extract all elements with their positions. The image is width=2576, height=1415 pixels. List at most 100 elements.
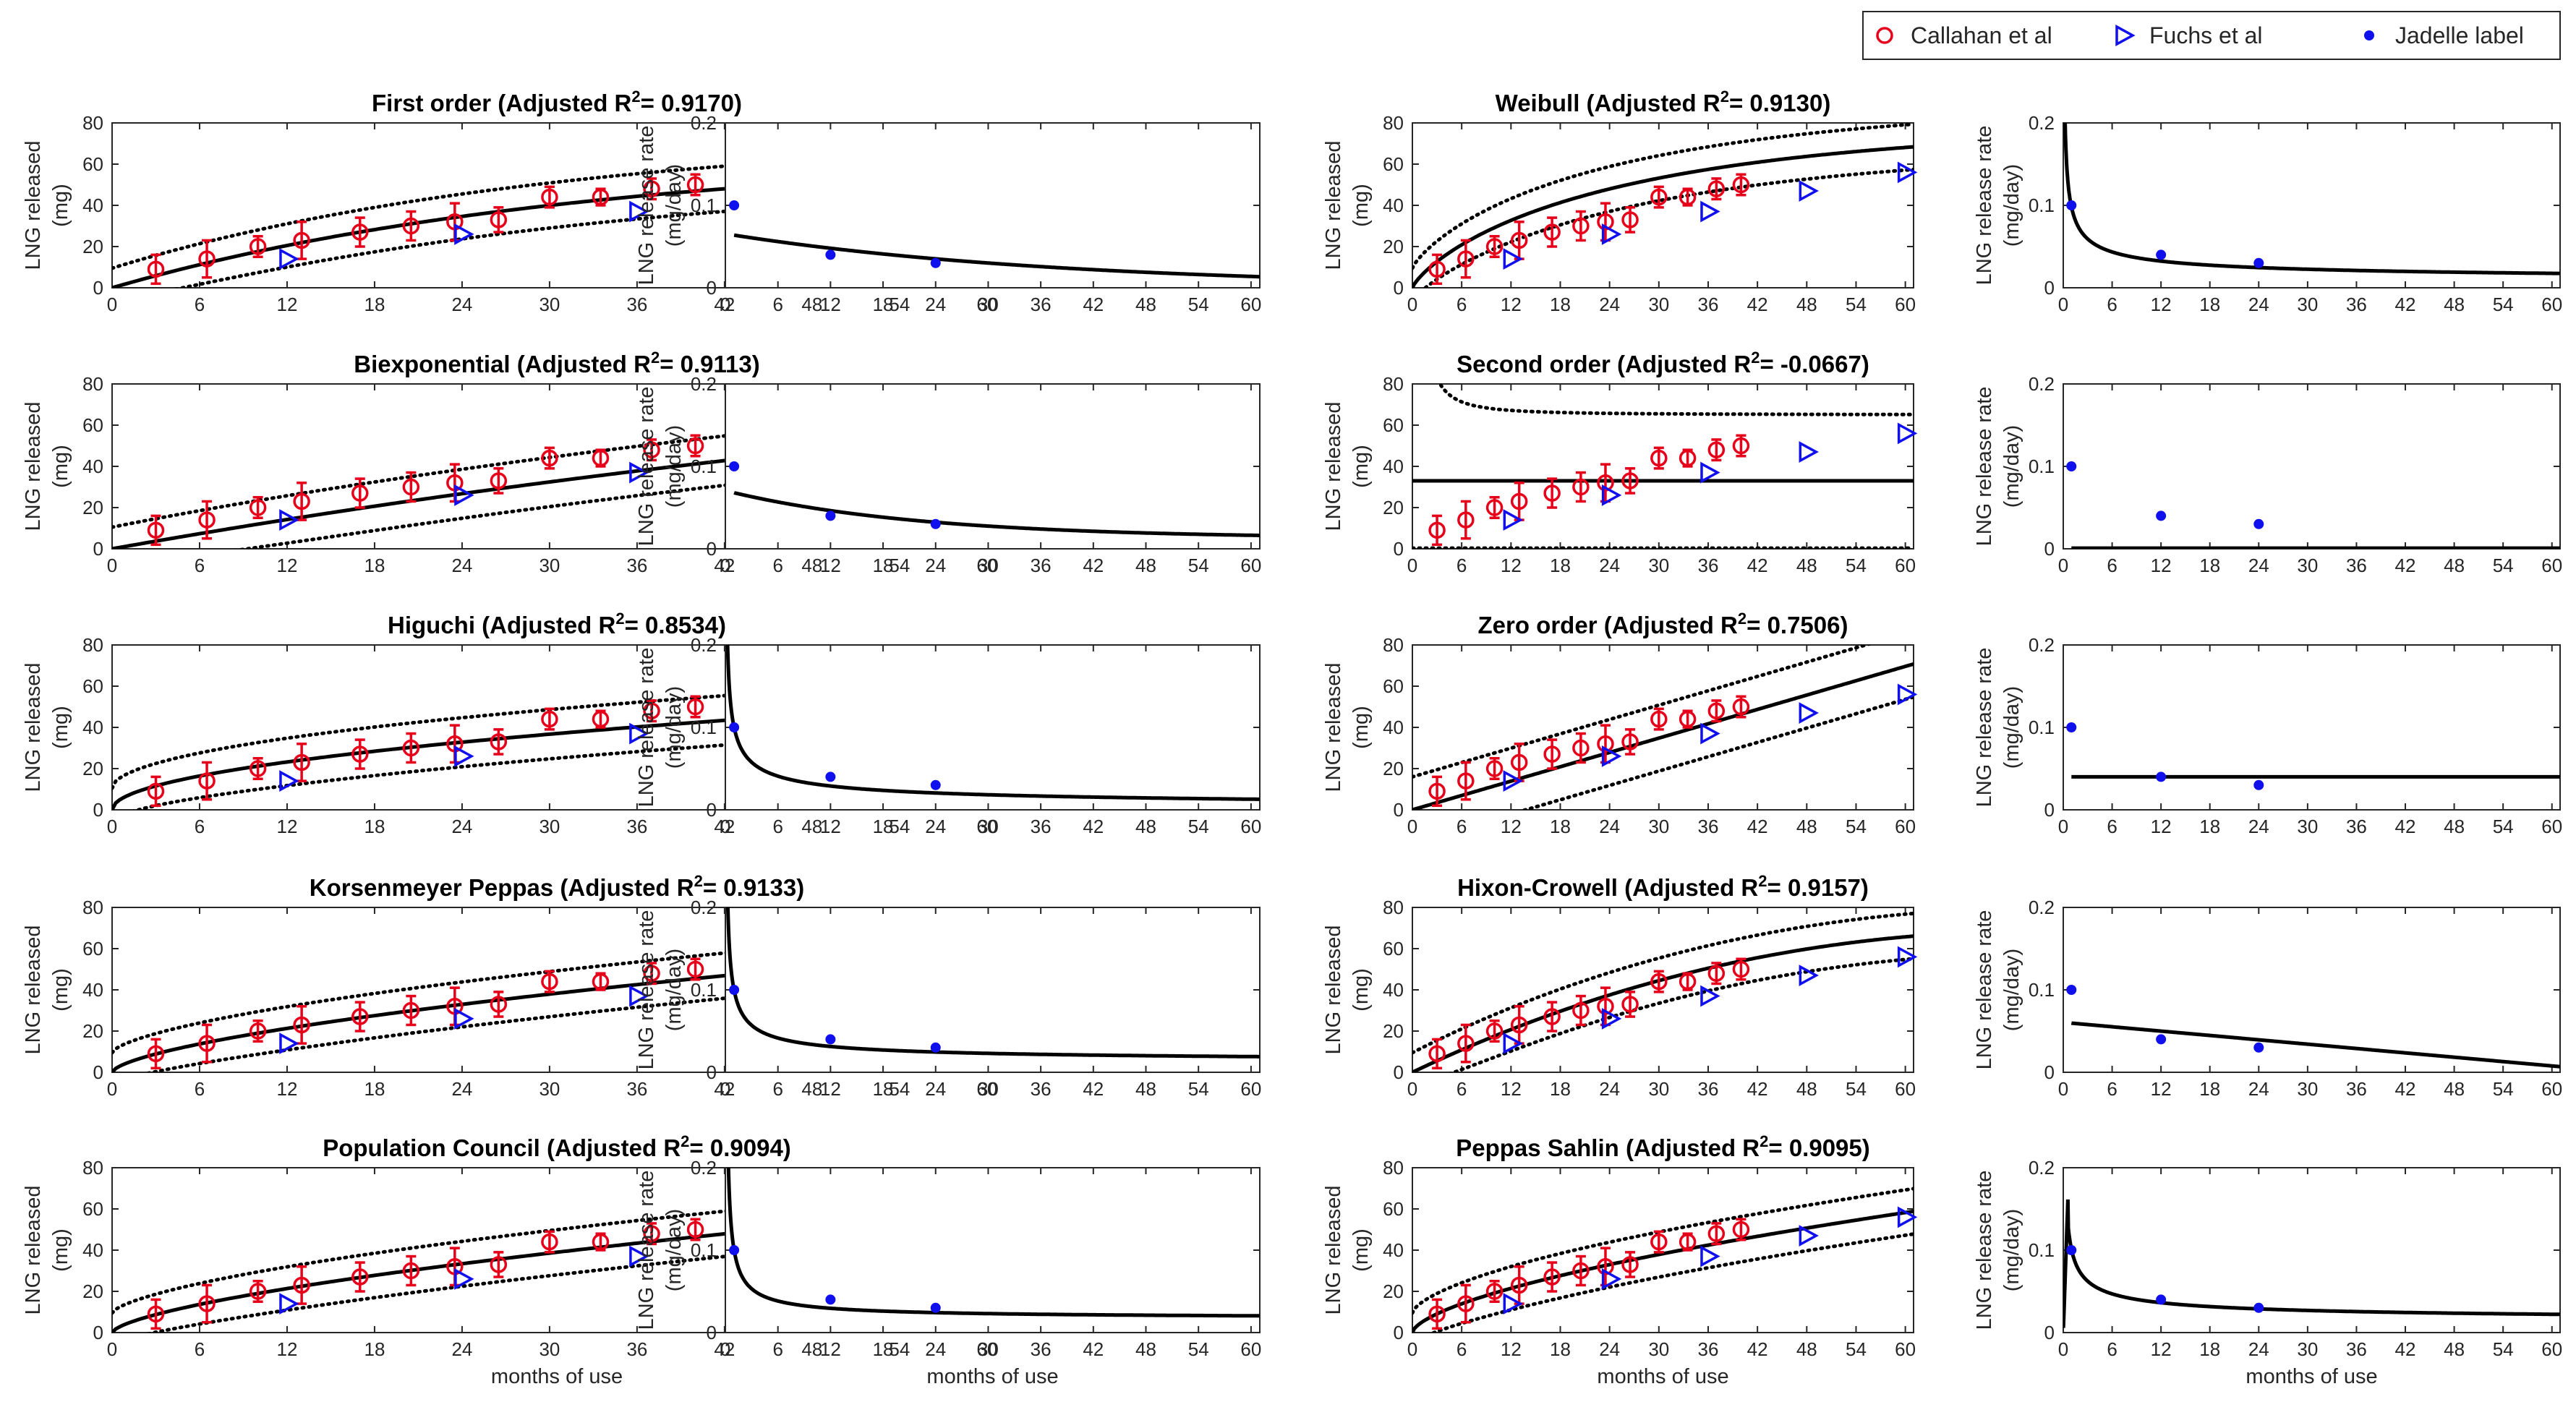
- callahan-marker: [490, 472, 508, 490]
- y-tick-label: 20: [1383, 758, 1404, 779]
- x-tick-label: 30: [539, 816, 560, 837]
- rate-lines: [733, 491, 1260, 537]
- callahan-point: [1732, 695, 1750, 719]
- y-axis-label: LNG release rate: [1973, 387, 1996, 547]
- r-squared-superscript: 2: [615, 610, 624, 628]
- y-tick-label: 0.1: [691, 194, 717, 216]
- y-axis-label: LNG released: [22, 141, 45, 270]
- callahan-point: [490, 206, 508, 234]
- x-tick-label: 6: [772, 1078, 782, 1100]
- r-squared-value: 0.9094: [710, 1134, 784, 1161]
- y-tick-label: 40: [1383, 194, 1404, 216]
- y-axis-label: LNG release rate: [1973, 648, 1996, 808]
- jadelle-marker: [930, 1042, 941, 1053]
- callahan-marker: [643, 1225, 660, 1242]
- callahan-point: [351, 738, 369, 770]
- callahan-point: [1543, 1261, 1561, 1293]
- legend: Callahan et al Fuchs et al Jadelle label: [1862, 11, 2561, 60]
- callahan-marker: [592, 1233, 610, 1251]
- fuchs-marker: [279, 248, 299, 270]
- callahan-marker: [1510, 492, 1528, 510]
- callahan-point: [1485, 1280, 1504, 1303]
- x-tick-label: 30: [539, 555, 560, 576]
- jadelle-marker: [825, 510, 836, 521]
- r-squared-superscript: 2: [681, 1132, 689, 1150]
- title-close: ): [783, 1134, 791, 1161]
- callahan-point: [1428, 775, 1446, 808]
- fuchs-marker: [454, 1007, 474, 1030]
- x-tick-label: 60: [1240, 555, 1261, 576]
- x-tick-label: 42: [2395, 1338, 2416, 1360]
- plot-area: [1412, 383, 1914, 550]
- callahan-marker: [1732, 437, 1750, 455]
- y-tick-label: 0.1: [2029, 717, 2055, 738]
- callahan-point: [1457, 239, 1475, 279]
- callahan-point: [198, 1283, 216, 1324]
- callahan-point: [1707, 962, 1726, 986]
- x-tick-label: 30: [1648, 816, 1669, 837]
- x-tick-label: 36: [2346, 1078, 2367, 1100]
- callahan-point: [249, 1019, 267, 1043]
- callahan-marker: [1510, 231, 1528, 249]
- x-tick-label: 48: [1135, 1338, 1156, 1360]
- callahan-marker: [490, 733, 508, 751]
- x-tick-label: 18: [2199, 294, 2220, 315]
- fuchs-marker: [279, 509, 299, 531]
- x-tick-label: 60: [1895, 555, 1916, 576]
- y-axis-unit: (mg/day): [2000, 425, 2023, 508]
- x-tick-label: 0: [720, 1078, 730, 1100]
- x-tick-label: 24: [2248, 816, 2269, 837]
- x-tick-label: 30: [978, 555, 999, 576]
- r-squared-value: 0.9095: [1789, 1134, 1862, 1161]
- x-tick-label: 60: [1240, 1338, 1261, 1360]
- callahan-point: [490, 991, 508, 1018]
- callahan-point: [1650, 446, 1668, 470]
- y-tick-label: 0: [707, 799, 717, 821]
- y-axis-label: LNG released: [1322, 1186, 1345, 1315]
- callahan-point: [1732, 1218, 1750, 1241]
- x-tick-label: 60: [1895, 1338, 1916, 1360]
- fuchs-marker: [1503, 1033, 1523, 1055]
- x-tick-label: 42: [1747, 816, 1768, 837]
- x-tick-label: 12: [2151, 555, 2172, 576]
- y-tick-label: 0.2: [2029, 1157, 2055, 1179]
- y-tick-label: 80: [1383, 112, 1404, 134]
- x-tick-label: 48: [1796, 816, 1817, 837]
- x-tick-label: 12: [2151, 1338, 2172, 1360]
- x-tick-label: 48: [2444, 555, 2465, 576]
- callahan-point: [1707, 1222, 1726, 1246]
- callahan-point: [351, 1001, 369, 1033]
- y-tick-label: 0.1: [691, 979, 717, 1001]
- callahan-marker: [351, 484, 369, 502]
- x-tick-label: 0: [2058, 555, 2068, 576]
- callahan-marker: [686, 960, 704, 978]
- callahan-point: [293, 482, 310, 521]
- cumulative-lines: [1412, 911, 1914, 1072]
- fit-curve: [1412, 145, 1914, 288]
- y-tick-label: 80: [1383, 373, 1404, 395]
- callahan-marker: [541, 449, 558, 467]
- callahan-point: [293, 1265, 310, 1305]
- x-tick-label: 36: [2346, 1338, 2367, 1360]
- x-tick-label: 18: [364, 555, 385, 576]
- x-tick-label: 42: [714, 1338, 735, 1360]
- fuchs-marker: [629, 985, 649, 1007]
- x-tick-label: 0: [107, 816, 117, 837]
- jadelle-marker: [729, 1245, 740, 1255]
- callahan-marker: [198, 250, 216, 268]
- x-tick-label: 18: [364, 1338, 385, 1360]
- y-axis-unit: (mg/day): [2000, 1209, 2023, 1291]
- x-tick-label: 0: [720, 294, 730, 315]
- y-axis-unit: (mg/day): [2000, 949, 2023, 1031]
- callahan-marker: [1597, 735, 1614, 753]
- plot-area: [1412, 1167, 1914, 1333]
- y-tick-label: 80: [1383, 634, 1404, 656]
- callahan-point: [249, 235, 267, 258]
- x-tick-label: 6: [772, 294, 782, 315]
- x-tick-label: 0: [107, 1338, 117, 1360]
- callahan-point: [1572, 732, 1590, 764]
- r-squared-value: -0.0667: [1780, 351, 1861, 377]
- r-squared-value: 0.9133: [723, 874, 796, 901]
